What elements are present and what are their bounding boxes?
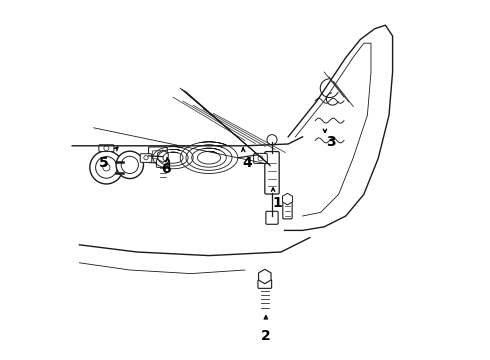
Circle shape (121, 156, 139, 174)
Polygon shape (283, 193, 293, 205)
Circle shape (258, 156, 263, 161)
Text: 3: 3 (327, 135, 336, 149)
Text: 2: 2 (261, 329, 271, 342)
Text: 6: 6 (161, 162, 171, 176)
Circle shape (116, 151, 144, 179)
FancyBboxPatch shape (258, 280, 271, 288)
FancyBboxPatch shape (266, 211, 278, 224)
FancyBboxPatch shape (152, 151, 163, 159)
Circle shape (96, 157, 117, 178)
Polygon shape (158, 150, 168, 162)
FancyBboxPatch shape (99, 145, 114, 152)
Circle shape (267, 135, 277, 145)
FancyBboxPatch shape (254, 153, 268, 163)
FancyBboxPatch shape (283, 202, 292, 219)
Circle shape (104, 146, 109, 151)
Circle shape (90, 151, 123, 184)
Polygon shape (259, 269, 271, 284)
FancyBboxPatch shape (156, 159, 170, 167)
FancyBboxPatch shape (148, 147, 167, 163)
Text: 4: 4 (242, 156, 252, 170)
FancyBboxPatch shape (140, 154, 152, 162)
Circle shape (144, 156, 148, 160)
Text: 1: 1 (272, 197, 282, 210)
FancyBboxPatch shape (265, 152, 279, 194)
Circle shape (103, 164, 110, 171)
Text: 5: 5 (99, 156, 109, 170)
